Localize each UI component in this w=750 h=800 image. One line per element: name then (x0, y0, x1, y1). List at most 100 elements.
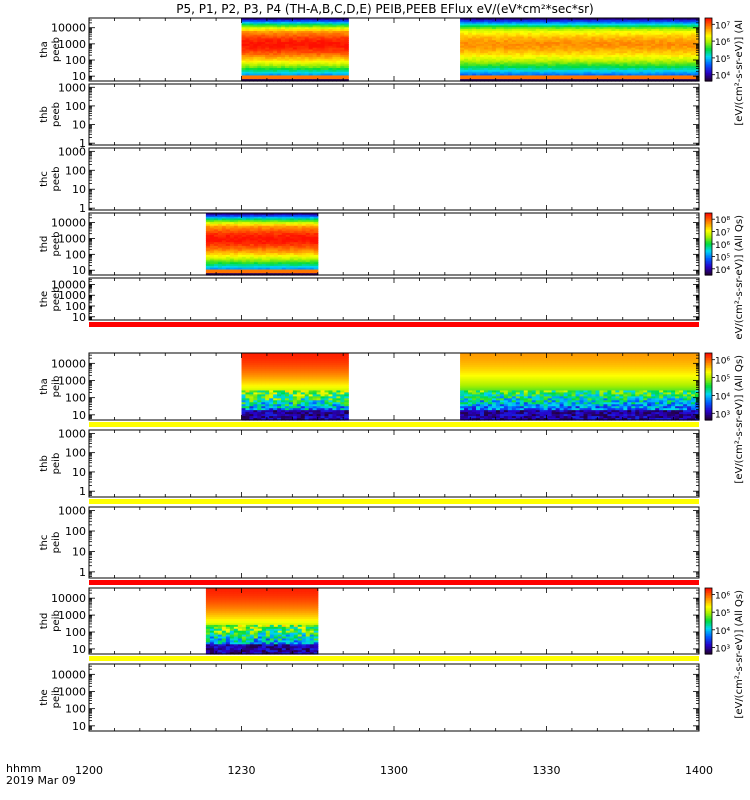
panel-probe: thb (39, 455, 50, 472)
colorbar-cell (705, 32, 712, 35)
y-tick-label: 10000 (51, 22, 86, 35)
colorbar-cell (705, 606, 712, 609)
colorbar-cell (705, 25, 712, 29)
panel-product: peib (51, 532, 62, 554)
colorbar-frame (704, 17, 713, 82)
colorbar-cell (705, 236, 712, 239)
colorbar-cell (705, 74, 712, 77)
colorbar-cell (705, 403, 712, 406)
colorbar-cell (705, 624, 712, 627)
colorbar-cell (705, 621, 712, 624)
colorbar-cell (705, 223, 712, 226)
colorbar-cell (705, 63, 712, 66)
y-tick-label: 100 (65, 626, 86, 639)
quality-flag-bar (89, 580, 699, 585)
colorbar-cell (705, 358, 712, 361)
colorbar-tick-label: 10⁸ (715, 216, 730, 226)
panel-name: thcpeeb (39, 167, 62, 192)
colorbar-cell (705, 396, 712, 399)
y-tick-label: 10 (72, 311, 86, 324)
y-tick-label: 10000 (51, 278, 86, 291)
panel-frame (88, 147, 700, 211)
y-tick-label: 1000 (58, 232, 86, 245)
panel-product: peib (51, 453, 62, 475)
colorbar-tick-label: 10⁴ (715, 392, 730, 402)
colorbar-cell (705, 414, 712, 418)
colorbar-tick-label: 10⁵ (715, 375, 730, 385)
colorbar-cell (705, 268, 712, 271)
colorbar-cell (705, 233, 712, 236)
colorbar-cell (705, 642, 712, 645)
colorbar-cell (705, 62, 712, 65)
colorbar-cell (705, 22, 712, 25)
y-tick-label: 1 (79, 137, 86, 150)
colorbar-frame (704, 587, 713, 655)
colorbar-cell (705, 254, 712, 257)
colorbar-cell (705, 381, 712, 384)
quality-flag-bar (89, 499, 699, 504)
colorbar-cell (705, 52, 712, 55)
panel-frame (88, 277, 700, 321)
spectrogram-block (460, 18, 700, 82)
panel-name: thepeib (39, 687, 62, 709)
colorbar-cell (705, 228, 712, 231)
colorbar-cell (705, 19, 712, 22)
x-tick-label: 1230 (228, 764, 256, 777)
colorbar-cell (705, 231, 712, 234)
panel-name: thbpeeb (39, 102, 62, 127)
colorbar-cell (705, 261, 712, 264)
colorbar-cell (705, 634, 712, 637)
colorbar-cell (705, 596, 712, 599)
colorbar-cell (705, 404, 712, 408)
colorbar-cell (705, 259, 712, 262)
y-tick-label: 10 (72, 466, 86, 479)
y-tick-label: 10000 (51, 357, 86, 370)
colorbar-tick-label: 10⁶ (715, 241, 730, 251)
panel-frame (88, 429, 700, 498)
colorbar-cell (705, 214, 712, 217)
colorbar-cell (705, 239, 712, 242)
colorbar-tick-label: 10³ (715, 410, 730, 420)
panel-product: peeb (51, 167, 62, 192)
y-tick-label: 10 (72, 643, 86, 656)
colorbar: 10⁷ 10⁶ 10⁵ 10⁴ [eV/(cm²-s-sr-eV)] (Al (704, 17, 745, 126)
colorbar-cell (705, 46, 712, 49)
colorbar-cell (705, 33, 712, 36)
colorbar-cell (705, 394, 712, 398)
colorbar-cell (705, 353, 712, 356)
colorbar-cell (705, 602, 712, 606)
colorbar-cell (705, 409, 712, 413)
y-tick-label: 100 (65, 54, 86, 67)
colorbar-cell (705, 247, 712, 250)
panel-frame (88, 83, 700, 146)
colorbar-cell (705, 594, 712, 597)
colorbar-cell (705, 650, 712, 653)
x-tick-label: 1330 (533, 764, 561, 777)
y-tick-label: 1000 (58, 38, 86, 51)
colorbar-cell (705, 21, 712, 24)
y-tick-label: 1000 (58, 289, 86, 302)
colorbar-cell (705, 413, 712, 416)
colorbar-cell (705, 616, 712, 619)
y-tick-label: 10 (72, 70, 86, 83)
colorbar-tick-label: 10⁵ (715, 609, 730, 619)
colorbar-cell (705, 406, 712, 409)
panel-name: thdpeib (39, 610, 62, 632)
colorbar-cell (705, 250, 712, 253)
colorbar-cell (705, 36, 712, 40)
y-tick-label: 10 (72, 409, 86, 422)
colorbar-tick-label: 10⁴ (715, 627, 730, 637)
colorbar-label: [eV/(cm²-s-sr-eV)] (Al (734, 20, 745, 126)
colorbar-cell (705, 47, 712, 51)
figure-title: P5, P1, P2, P3, P4 (TH-A,B,C,D,E) PEIB,P… (176, 2, 593, 16)
colorbar-cell (705, 38, 712, 41)
y-tick-label: 1000 (58, 427, 86, 440)
y-tick-label: 100 (65, 703, 86, 716)
colorbar-cell (705, 66, 712, 69)
colorbar-cell (705, 361, 712, 364)
